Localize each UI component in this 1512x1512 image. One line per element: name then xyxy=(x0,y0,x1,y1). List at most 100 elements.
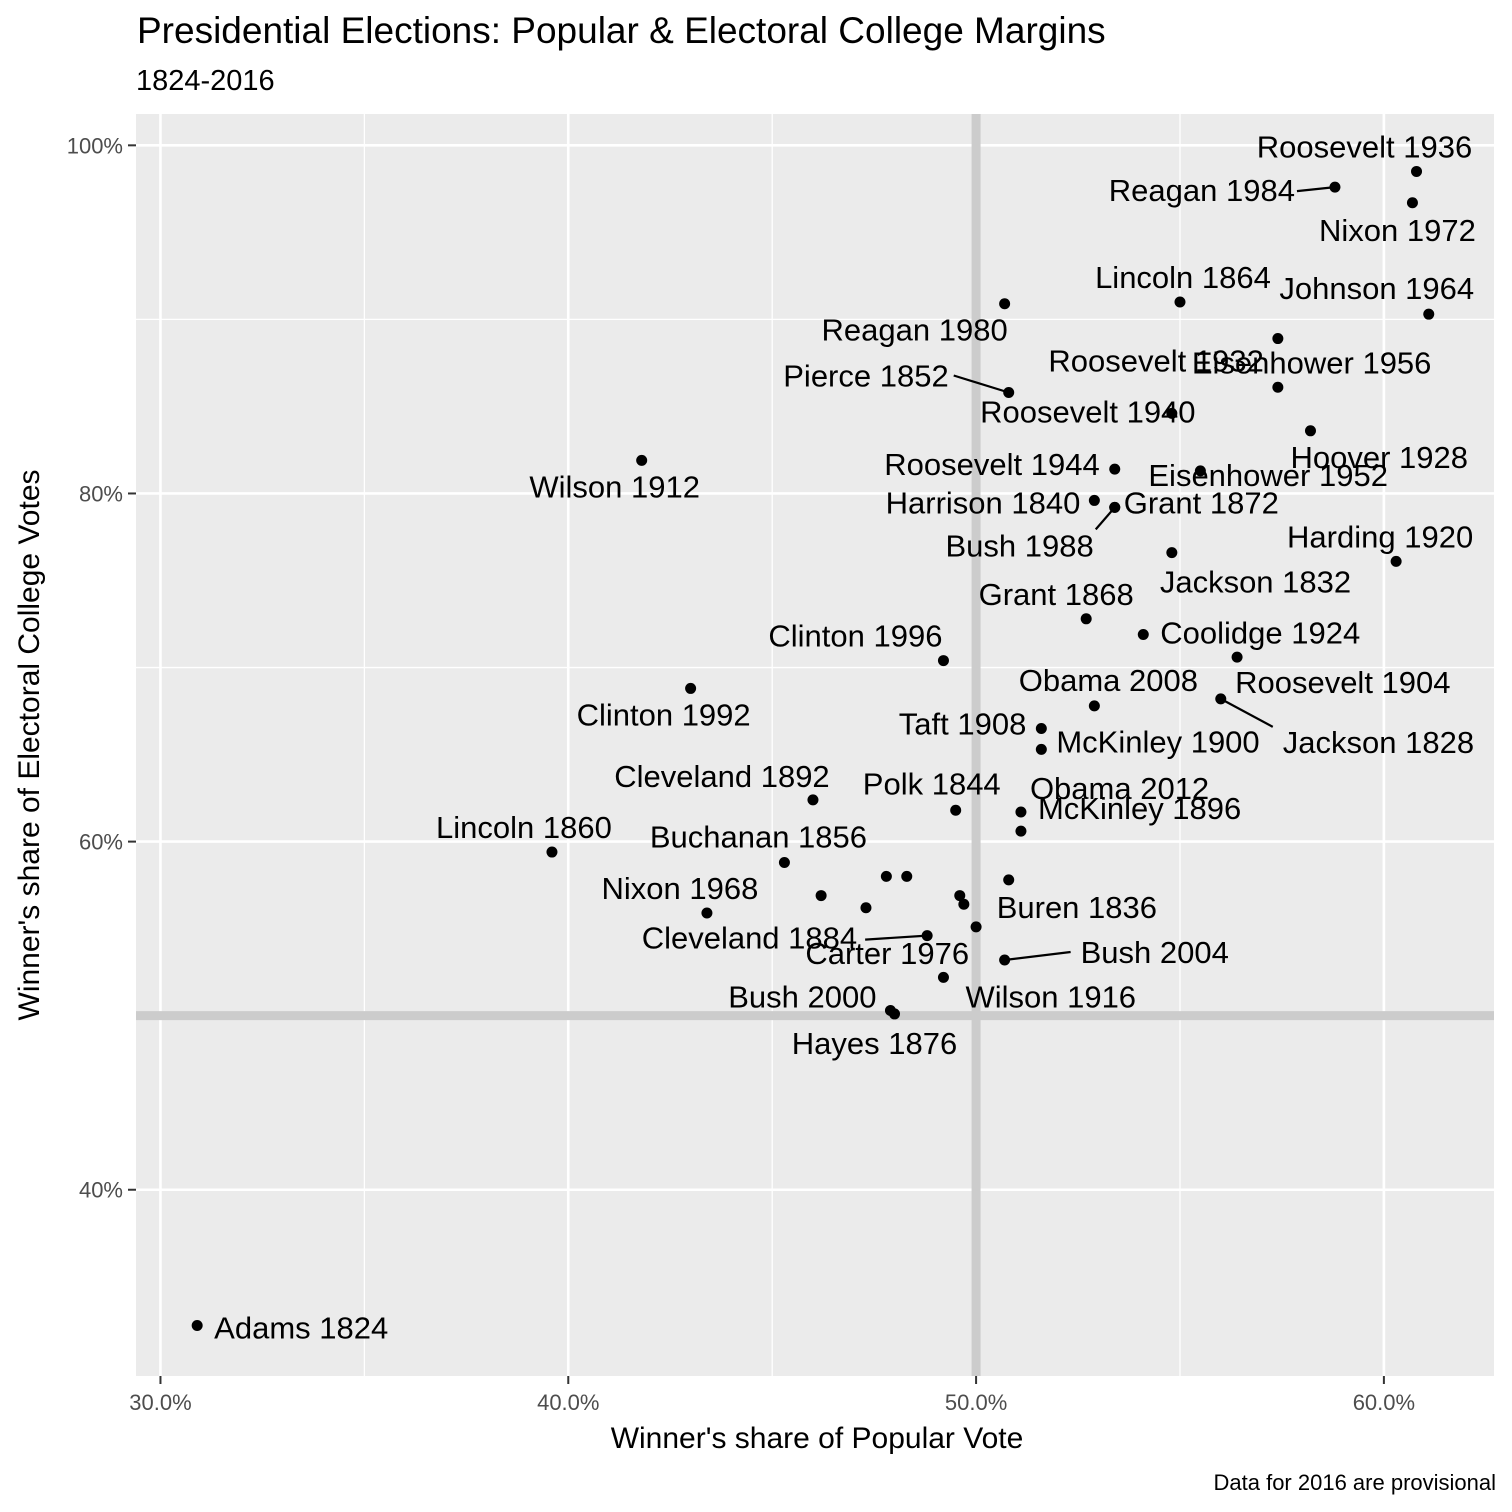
point-reagan-1980 xyxy=(999,298,1011,310)
label-wilson-1916: Wilson 1916 xyxy=(965,979,1136,1014)
label-johnson-1964: Johnson 1964 xyxy=(1279,271,1474,306)
point-coolidge-1924 xyxy=(1137,628,1149,640)
y-tick-label: 60% xyxy=(79,830,123,855)
label-roosevelt-1904: Roosevelt 1904 xyxy=(1235,665,1450,700)
label-nixon-1972: Nixon 1972 xyxy=(1319,213,1476,248)
label-nixon-1968: Nixon 1968 xyxy=(602,871,759,906)
x-tick-label: 50.0% xyxy=(945,1390,1007,1415)
point-mckinley-1900 xyxy=(1035,743,1047,755)
point-grant-1868 xyxy=(1080,613,1092,625)
point-taft-1908 xyxy=(1035,722,1047,734)
x-axis-title: Winner's share of Popular Vote xyxy=(611,1422,1024,1455)
label-hayes-1876: Hayes 1876 xyxy=(792,1026,957,1061)
point-harrison-1840 xyxy=(1088,494,1100,506)
y-axis-ticks: 40% 60% 80% 100% xyxy=(67,133,136,1203)
label-pierce-1852: Pierce 1852 xyxy=(783,359,948,394)
label-carter-1976: Carter 1976 xyxy=(805,936,969,971)
point-eisenhower-1956 xyxy=(1272,381,1284,393)
label-clinton-1996: Clinton 1996 xyxy=(768,619,942,654)
point-obama-2012 xyxy=(1015,806,1027,818)
label-jackson-1828: Jackson 1828 xyxy=(1283,725,1474,760)
label-roosevelt-1940: Roosevelt 1940 xyxy=(980,394,1195,429)
leader-pierce-1852 xyxy=(953,374,1010,394)
label-eisenhower-1952: Eisenhower 1952 xyxy=(1148,458,1388,493)
reference-lines xyxy=(136,114,1494,1376)
point-bush-2000 xyxy=(884,1004,896,1016)
point-kennedy-1960 xyxy=(958,898,970,910)
point-roosevelt-1932 xyxy=(1272,333,1284,345)
point-nixon-1968 xyxy=(701,907,713,919)
data-points xyxy=(191,165,1435,1332)
point-cleveland-1884 xyxy=(921,930,933,942)
y-tick-label: 100% xyxy=(67,133,123,158)
label-jackson-1832: Jackson 1832 xyxy=(1160,565,1351,600)
point-jackson-1832 xyxy=(1166,547,1178,559)
label-harrison-1840: Harrison 1840 xyxy=(886,485,1081,520)
x-tick-label: 40.0% xyxy=(537,1390,599,1415)
point-bush-1988 xyxy=(1109,501,1121,513)
label-harding-1920: Harding 1920 xyxy=(1287,519,1473,554)
label-grant-1872: Grant 1872 xyxy=(1124,485,1279,520)
point-cleveland-1888 xyxy=(954,890,966,902)
point-adams-1824 xyxy=(191,1320,203,1332)
point-buren-1836 xyxy=(1003,874,1015,886)
label-bush-2000: Bush 2000 xyxy=(728,979,876,1014)
chart-caption: Data for 2016 are provisional xyxy=(1214,1470,1497,1495)
label-reagan-1984: Reagan 1984 xyxy=(1109,173,1295,208)
point-harrison-1888 xyxy=(880,870,892,882)
point-pierce-1852 xyxy=(1003,387,1015,399)
point-jackson-1828 xyxy=(1215,693,1227,705)
x-axis-ticks: 30.0% 40.0% 50.0% 60.0% xyxy=(129,1376,1415,1415)
label-cleveland-1884: Cleveland 1884 xyxy=(642,921,857,956)
y-tick-label: 40% xyxy=(79,1178,123,1203)
point-harding-1920 xyxy=(1390,555,1402,567)
point-lincoln-1864 xyxy=(1174,296,1186,308)
leader-cleveland-1884 xyxy=(865,934,928,941)
point-nixon-1972 xyxy=(1406,197,1418,209)
point-hoover-1928 xyxy=(1304,425,1316,437)
point-trump-2016 xyxy=(815,890,827,902)
point-cleveland-1892 xyxy=(807,794,819,806)
label-mckinley-1896: McKinley 1896 xyxy=(1038,791,1241,826)
point-carter-1976 xyxy=(970,921,982,933)
point-clinton-1992 xyxy=(685,682,697,694)
label-roosevelt-1936: Roosevelt 1936 xyxy=(1257,129,1472,164)
y-tick-label: 80% xyxy=(79,481,123,506)
label-polk-1844: Polk 1844 xyxy=(863,766,1001,801)
point-eisenhower-1952 xyxy=(1194,465,1206,477)
x-tick-label: 30.0% xyxy=(129,1390,191,1415)
label-bush-1988: Bush 1988 xyxy=(946,528,1094,563)
y-axis-title: Winner's share of Electoral College Vote… xyxy=(13,469,46,1020)
leader-reagan-1984 xyxy=(1296,186,1336,193)
label-mckinley-1900: McKinley 1900 xyxy=(1056,724,1259,759)
point-wilson-1912 xyxy=(636,454,648,466)
label-obama-2012: Obama 2012 xyxy=(1030,771,1209,806)
point-roosevelt-1940 xyxy=(1166,407,1178,419)
point-clinton-1996 xyxy=(937,655,949,667)
point-lincoln-1860 xyxy=(546,846,558,858)
point-mckinley-1896 xyxy=(1015,825,1027,837)
point-taylor-1848 xyxy=(860,902,872,914)
label-eisenhower-1956: Eisenhower 1956 xyxy=(1192,345,1432,380)
chart-subtitle: 1824-2016 xyxy=(136,65,275,97)
point-roosevelt-1904 xyxy=(1231,651,1243,663)
point-polk-1844 xyxy=(950,804,962,816)
x-tick-label: 60.0% xyxy=(1353,1390,1415,1415)
label-hoover-1928: Hoover 1928 xyxy=(1290,440,1468,475)
leader-bush-2004 xyxy=(1004,950,1071,962)
label-roosevelt-1944: Roosevelt 1944 xyxy=(884,447,1099,482)
leader-jackson-1828 xyxy=(1220,697,1274,728)
label-lincoln-1864: Lincoln 1864 xyxy=(1095,260,1271,295)
label-wilson-1912: Wilson 1912 xyxy=(529,469,700,504)
label-roosevelt-1932: Roosevelt 1932 xyxy=(1048,344,1263,379)
point-johnson-1964 xyxy=(1423,308,1435,320)
point-roosevelt-1936 xyxy=(1411,165,1423,177)
point-bush-2004 xyxy=(999,954,1011,966)
label-obama-2008: Obama 2008 xyxy=(1019,663,1198,698)
data-point-labels: Adams 1824 Jackson 1828 Jackson 1832 Buren … xyxy=(214,129,1476,1345)
label-grant-1868: Grant 1868 xyxy=(979,577,1134,612)
point-garfield-1880 xyxy=(901,870,913,882)
label-clinton-1992: Clinton 1992 xyxy=(577,697,751,732)
label-bush-2004: Bush 2004 xyxy=(1081,935,1229,970)
